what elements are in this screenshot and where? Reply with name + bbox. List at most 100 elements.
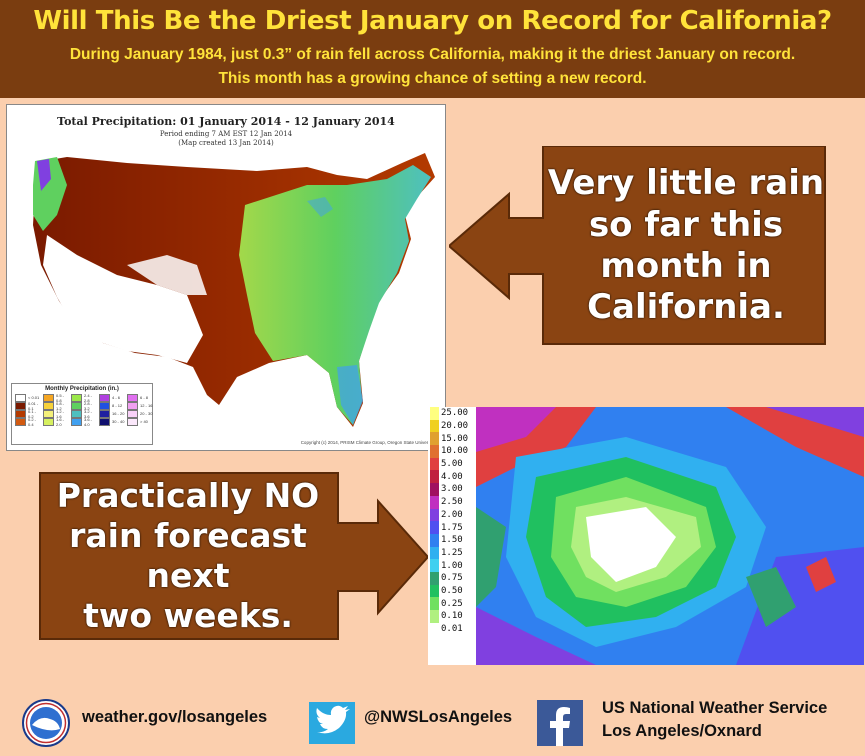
- callout-left-line: Practically NO: [56, 475, 320, 515]
- scale-row: 0.25: [428, 597, 476, 610]
- facebook-f-icon[interactable]: [537, 700, 583, 746]
- legend-swatch: [127, 401, 138, 410]
- legend-swatch: [127, 417, 138, 426]
- legend-label: 0.2 - 0.4: [28, 416, 37, 427]
- website-link[interactable]: weather.gov/losangeles: [82, 708, 268, 726]
- scale-swatch: [430, 470, 439, 484]
- us-precipitation-image: [33, 153, 435, 427]
- left-arrow-shape: [449, 146, 826, 345]
- scale-label: 10.00: [441, 446, 469, 457]
- legend-item: 0.2 - 0.4: [15, 416, 42, 427]
- forecast-map: 25.00 20.00 15.00 10.00 5.00 4.00 3.00 2.50 2.00…: [428, 407, 864, 665]
- header-banner: Will This Be the Driest January on Recor…: [0, 0, 865, 98]
- legend-label: 2.4 - 2.8: [84, 392, 93, 403]
- legend-item: 0.5 - 0.8: [43, 393, 70, 403]
- scale-swatch: [430, 407, 439, 420]
- legend-item: 8 - 12: [99, 401, 126, 410]
- legend-swatch: [127, 409, 138, 418]
- forecast-scale: 25.00 20.00 15.00 10.00 5.00 4.00 3.00 2.50 2.00…: [428, 407, 476, 665]
- scale-row: 0.10: [428, 610, 476, 623]
- legend-label: 0.1 - 0.2: [28, 408, 37, 419]
- scale-label: 1.75: [441, 522, 463, 533]
- legend-swatch: [15, 417, 26, 426]
- legend-swatch: [43, 401, 54, 410]
- legend-item: 1.6 - 2.0: [43, 417, 70, 427]
- legend-swatch: [99, 401, 110, 410]
- legend-item: 3.6 - 4.0: [71, 416, 98, 427]
- scale-row: 0.01: [428, 622, 476, 636]
- scale-swatch: [430, 445, 439, 458]
- legend-item: 6 - 8: [127, 393, 154, 402]
- legend-item: 0.01 - 0.1: [15, 401, 42, 411]
- legend-item: 4 - 6: [99, 393, 126, 402]
- legend-label: 20 - 30: [140, 411, 153, 416]
- scale-label: 1.25: [441, 547, 463, 558]
- scale-swatch: [430, 457, 439, 471]
- nws-logo-icon: [22, 699, 70, 747]
- legend-grid: < 0.01 0.5 - 0.8 2.4 - 2.8 4 - 6 6 - 8 0.01 -…: [12, 392, 152, 427]
- legend-label: 6 - 8: [140, 395, 149, 400]
- scale-label: 15.00: [441, 433, 469, 444]
- scale-label: 2.00: [441, 509, 463, 520]
- scale-row: 4.00: [428, 470, 476, 484]
- scale-row: 25.00: [428, 407, 476, 420]
- precipitation-legend: Monthly Precipitation (in.) < 0.01 0.5 - …: [11, 383, 153, 445]
- scale-row: 2.00: [428, 508, 476, 522]
- scale-swatch: [430, 533, 439, 547]
- scale-swatch: [430, 483, 439, 496]
- legend-label: 0.8 - 1.2: [56, 400, 65, 411]
- precipitation-map: Total Precipitation: 01 January 2014 - 1…: [6, 104, 446, 451]
- callout-right-line: so far this: [588, 204, 784, 245]
- footer: weather.gov/losangeles @NWSLosAngeles US…: [0, 685, 865, 756]
- legend-swatch: [43, 417, 54, 426]
- scale-label: 0.75: [441, 573, 463, 584]
- legend-item: < 0.01: [15, 393, 42, 402]
- legend-item: 16 - 20: [99, 409, 126, 418]
- legend-label: 3.2 - 3.6: [84, 408, 93, 419]
- legend-item: 2.8 - 3.2: [71, 401, 98, 411]
- scale-row: 1.00: [428, 559, 476, 572]
- callout-right-line: Very little rain: [547, 163, 825, 204]
- scale-row: 5.00: [428, 457, 476, 471]
- legend-label: 16 - 20: [112, 411, 125, 416]
- forecast-precip-image: [476, 407, 864, 665]
- legend-swatch: [99, 417, 110, 426]
- twitter-handle[interactable]: @NWSLosAngeles: [364, 708, 513, 726]
- scale-label: 2.50: [441, 497, 463, 508]
- scale-row: 0.50: [428, 584, 476, 598]
- legend-label: > 40: [140, 419, 148, 424]
- legend-item: 30 - 40: [99, 417, 126, 426]
- legend-item: > 40: [127, 417, 154, 426]
- scale-swatch: [430, 622, 439, 636]
- scale-swatch: [430, 610, 439, 623]
- legend-swatch: [71, 417, 82, 426]
- callout-right-line: California.: [587, 287, 785, 328]
- scale-swatch: [430, 584, 439, 598]
- legend-swatch: [43, 409, 54, 418]
- legend-swatch: [15, 409, 26, 418]
- legend-label: 8 - 12: [112, 403, 123, 408]
- scale-label: 4.00: [441, 471, 463, 482]
- scale-label: 0.01: [441, 624, 463, 635]
- page-title: Will This Be the Driest January on Recor…: [33, 6, 832, 36]
- legend-item: 2.4 - 2.8: [71, 392, 98, 403]
- legend-title: Monthly Precipitation (in.): [45, 386, 119, 392]
- scale-row: 1.50: [428, 533, 476, 547]
- legend-item: 12 - 16: [127, 401, 154, 410]
- legend-swatch: [71, 401, 82, 410]
- legend-item: 20 - 30: [127, 409, 154, 418]
- scale-swatch: [430, 597, 439, 610]
- twitter-bird-icon[interactable]: [309, 702, 355, 744]
- map-title: Total Precipitation: 01 January 2014 - 1…: [57, 115, 395, 128]
- legend-label: 30 - 40: [112, 419, 125, 424]
- scale-label: 1.00: [441, 560, 463, 571]
- legend-label: 3.6 - 4.0: [84, 416, 93, 427]
- header-line-1: During January 1984, just 0.3” of rain f…: [69, 46, 796, 63]
- legend-swatch: [127, 393, 138, 402]
- scale-row: 15.00: [428, 432, 476, 446]
- scale-label: 0.25: [441, 598, 463, 609]
- scale-swatch: [430, 508, 439, 522]
- scale-row: 2.50: [428, 495, 476, 509]
- legend-swatch: [99, 393, 110, 402]
- org-name-line-2: Los Angeles/Oxnard: [602, 722, 762, 740]
